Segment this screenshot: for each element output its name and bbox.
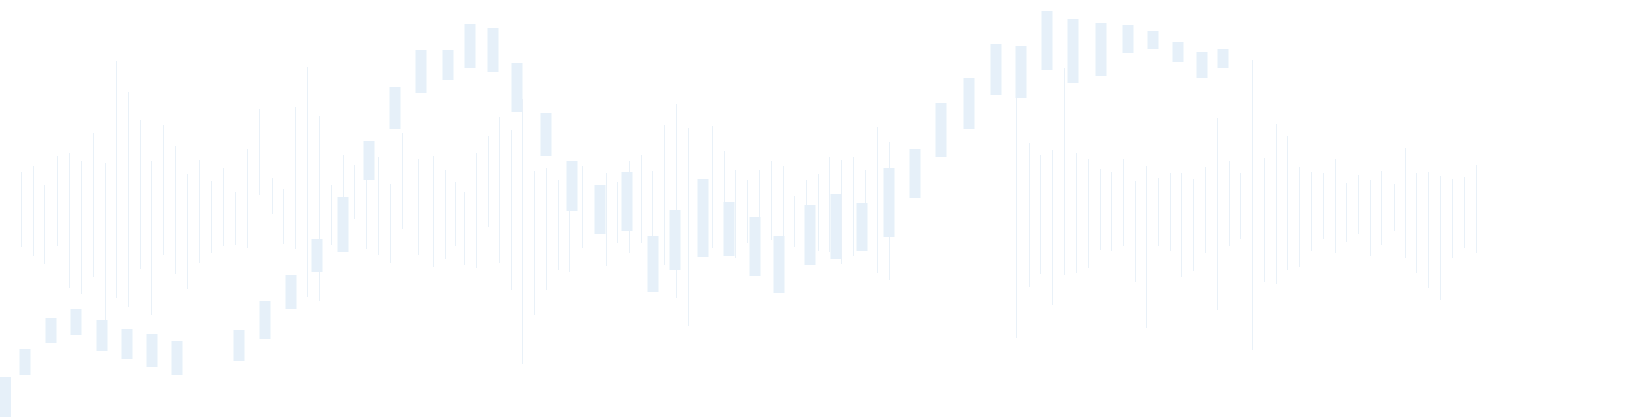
candle-body [146, 334, 158, 367]
candle-body [990, 44, 1002, 95]
candle-body [723, 202, 735, 256]
candle-body [1122, 25, 1134, 53]
candle-body [121, 329, 133, 359]
candle-body [1015, 46, 1027, 98]
candle-body [1147, 31, 1159, 49]
candle-body [285, 275, 297, 309]
candle-body [19, 349, 31, 375]
candle-body [749, 217, 761, 276]
candle-body [963, 78, 975, 129]
candle-body [1217, 49, 1229, 68]
candle-body [1067, 19, 1079, 83]
candle-body [935, 103, 947, 157]
candle-body [363, 141, 375, 180]
candle-body [1095, 23, 1107, 76]
candle-body [540, 113, 552, 156]
candle-body [909, 149, 921, 198]
candle-body [1172, 42, 1184, 62]
candle-body [259, 301, 271, 339]
candle-body [233, 330, 245, 361]
candle-body [171, 341, 183, 375]
candle-body [594, 185, 606, 234]
candle-body [1196, 52, 1208, 78]
candle-body [511, 63, 523, 112]
candle-body [647, 236, 659, 292]
candle-body [773, 236, 785, 293]
candle-body [389, 87, 401, 129]
candle-body [804, 205, 816, 265]
candle-body [96, 320, 108, 351]
candle-body [1041, 11, 1053, 70]
candle-body [487, 28, 499, 72]
candle-body [415, 50, 427, 93]
candle-body [883, 168, 895, 237]
wick-layer [21, 60, 1477, 364]
candle-body [566, 161, 578, 211]
candle-body [311, 239, 323, 272]
candle-body [830, 194, 842, 259]
candle-body [856, 203, 868, 251]
candle-body [621, 172, 633, 231]
candle-body [464, 24, 476, 68]
candle-body [669, 210, 681, 270]
candle-body [0, 377, 11, 417]
candle-layer [0, 11, 1229, 417]
candle-body [70, 309, 82, 335]
candle-body [442, 50, 454, 80]
candle-body [337, 197, 349, 252]
candle-body [45, 318, 57, 343]
candle-body [697, 179, 709, 257]
